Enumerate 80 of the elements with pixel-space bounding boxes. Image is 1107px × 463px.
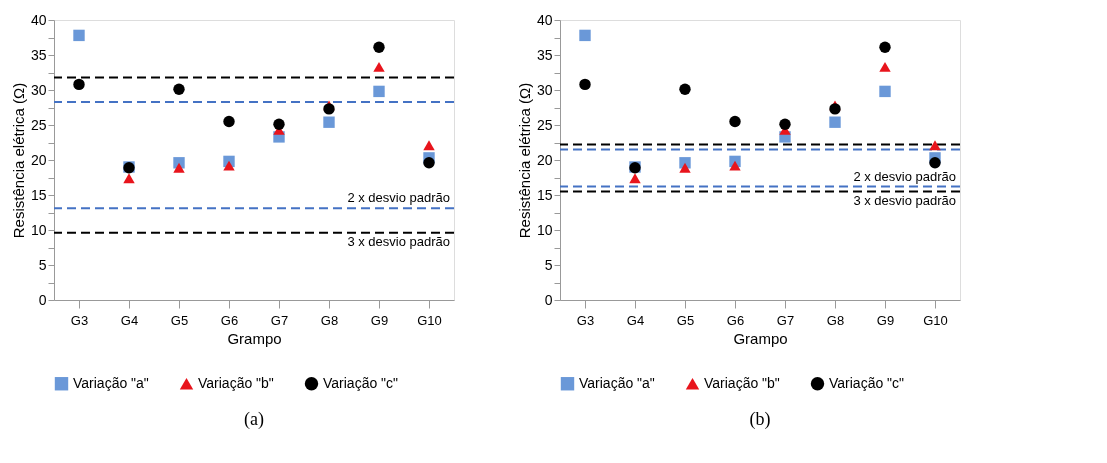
y-axis-title: Resistência elétrica (Ω) <box>515 82 533 239</box>
point <box>879 41 891 53</box>
legend-label: Variação "c" <box>323 374 399 391</box>
y-tick-label: 40 <box>30 11 47 28</box>
point <box>829 116 841 128</box>
ref-line-label: 3 x desvio padrão <box>853 192 956 208</box>
x-tick-label: G4 <box>120 312 139 328</box>
y-tick-label: 30 <box>536 81 553 98</box>
point <box>73 78 85 91</box>
x-tick-label: G8 <box>320 312 339 328</box>
legend-label: Variação "c" <box>829 374 905 391</box>
point <box>929 157 941 169</box>
text: (a) <box>244 409 264 430</box>
y-tick-label: 35 <box>30 46 47 63</box>
point <box>629 173 641 184</box>
point <box>729 160 741 171</box>
point <box>123 173 135 184</box>
x-tick-label: G10 <box>923 312 948 328</box>
x-tick-label: G3 <box>576 312 595 328</box>
y-tick-label: 20 <box>536 151 553 168</box>
point <box>73 29 85 42</box>
y-tick-label: 30 <box>30 81 47 98</box>
x-tick-label: G4 <box>626 312 645 328</box>
y-tick-label: 35 <box>536 46 553 63</box>
ref-line-label: 2 x desvio padrão <box>853 168 956 184</box>
x-tick-label: G9 <box>876 312 895 328</box>
point <box>423 157 435 169</box>
point <box>879 61 891 72</box>
x-tick-label: G10 <box>417 312 442 328</box>
y-tick-label: 25 <box>536 116 553 133</box>
point <box>579 78 591 91</box>
point <box>879 85 891 98</box>
text: (b) <box>749 409 771 430</box>
point <box>929 140 941 151</box>
x-tick-label: G8 <box>826 312 845 328</box>
y-axis-title: Resistência elétrica (Ω) <box>9 82 27 239</box>
point <box>779 118 791 130</box>
legend-label: Variação "a" <box>73 374 149 391</box>
point <box>579 29 591 42</box>
y-tick-label: 5 <box>544 256 553 273</box>
point <box>173 162 185 173</box>
y-tick-label: 10 <box>536 221 553 238</box>
y-tick-label: 25 <box>30 116 47 133</box>
y-tick-label: 20 <box>30 151 47 168</box>
y-tick-label: 10 <box>30 221 47 238</box>
y-tick-label: 40 <box>536 11 553 28</box>
y-tick-label: 15 <box>30 186 47 203</box>
y-tick-label: 15 <box>536 186 553 203</box>
legend-label: Variação "b" <box>198 374 274 391</box>
point <box>373 61 385 72</box>
legend-label: Variação "a" <box>579 374 655 391</box>
point <box>679 83 691 95</box>
x-tick-label: G9 <box>370 312 389 328</box>
point <box>223 160 235 171</box>
y-tick-label: 0 <box>544 291 553 308</box>
x-axis-title: Grampo <box>733 329 788 347</box>
x-tick-label: G7 <box>776 312 795 328</box>
ref-line-label: 2 x desvio padrão <box>347 190 450 206</box>
point <box>223 115 235 128</box>
point <box>373 85 385 98</box>
point <box>373 41 385 53</box>
x-tick-label: G5 <box>170 312 189 328</box>
point <box>323 103 335 115</box>
ref-line-label: 3 x desvio padrão <box>347 233 450 249</box>
point <box>679 162 691 173</box>
x-tick-label: G5 <box>676 312 695 328</box>
legend-label: Variação "b" <box>704 374 780 391</box>
x-axis-title: Grampo <box>227 329 282 347</box>
point <box>323 116 335 128</box>
point <box>829 103 841 115</box>
x-tick-label: G3 <box>70 312 89 328</box>
point <box>273 118 285 130</box>
point <box>729 115 741 128</box>
point <box>423 140 435 151</box>
y-tick-label: 0 <box>38 291 47 308</box>
x-tick-label: G7 <box>270 312 289 328</box>
point <box>173 83 185 95</box>
y-tick-label: 5 <box>38 256 47 273</box>
x-tick-label: G6 <box>726 312 745 328</box>
x-tick-label: G6 <box>220 312 239 328</box>
